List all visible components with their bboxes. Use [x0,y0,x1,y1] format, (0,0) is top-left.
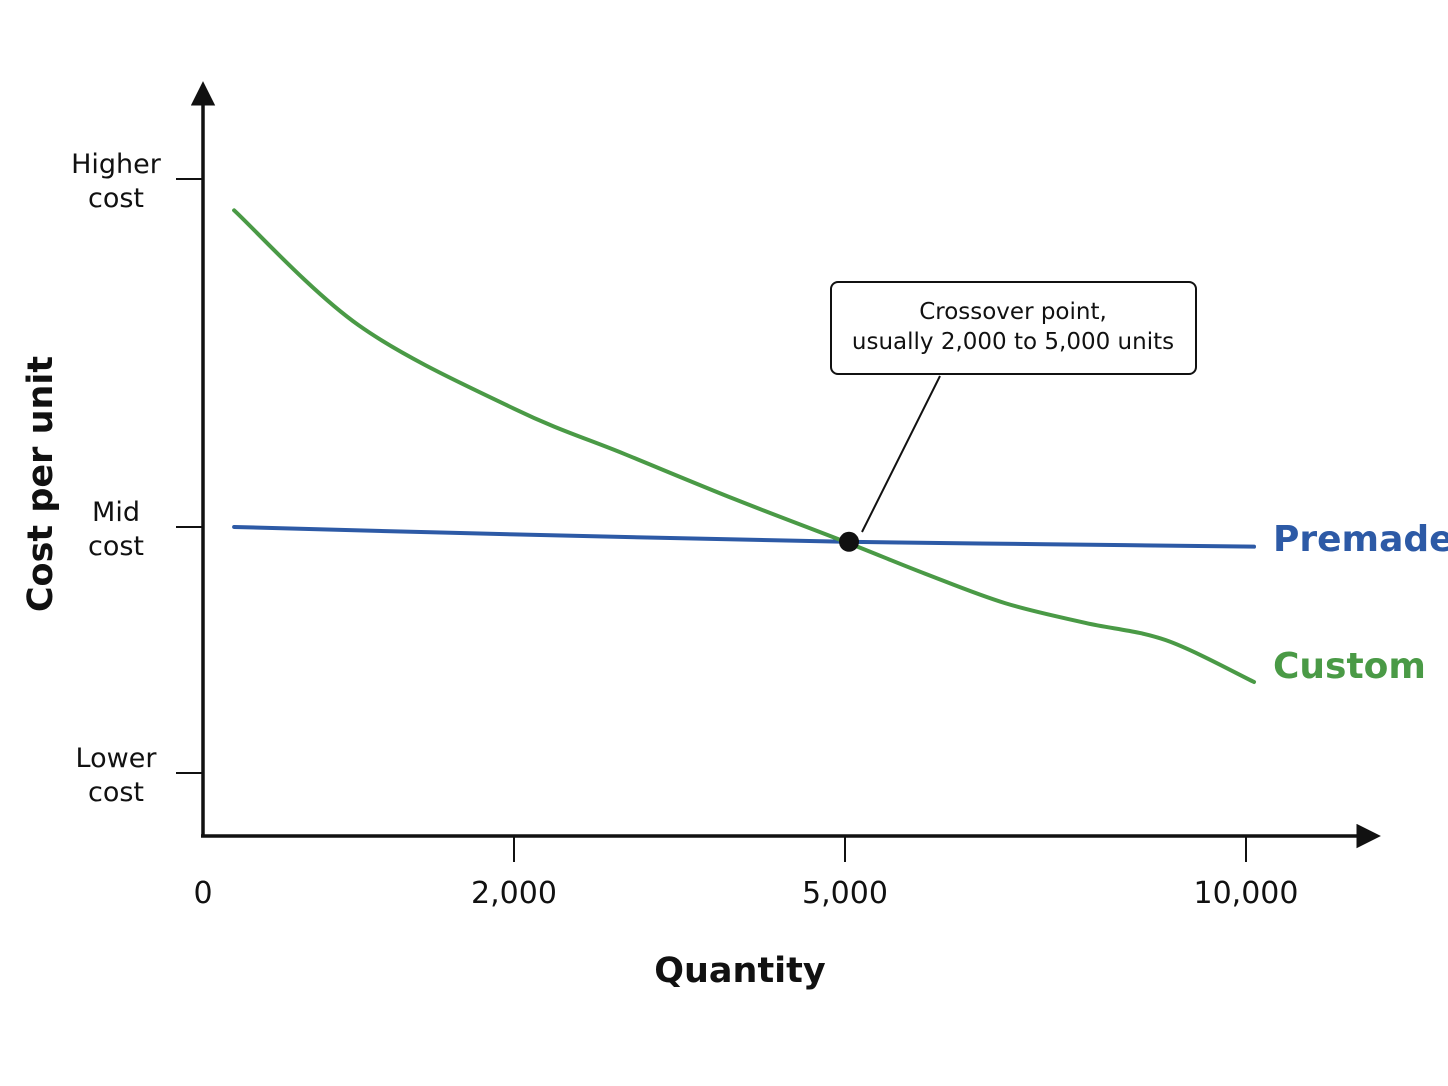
y-tick-label: Lower cost [76,743,158,808]
x-tick-label: 5,000 [802,876,888,911]
callout-line-1: Crossover point, [919,299,1107,325]
series-label-premade: Premade [1273,519,1448,560]
x-tick-group: 0 2,000 5,000 10,000 [193,836,1298,911]
y-tick-label: Mid cost [88,497,144,562]
x-tick-label: 0 [193,876,212,911]
crossover-point-marker [839,531,860,552]
callout-leader-line [861,375,941,533]
series-group [232,208,1257,684]
callout-line-2: usually 2,000 to 5,000 units [852,329,1174,355]
series-line-custom [232,208,1257,684]
x-tick-label: 10,000 [1194,876,1299,911]
callout-box [830,281,1197,375]
y-axis-title: Cost per unit [21,356,61,612]
x-tick-label: 2,000 [471,876,557,911]
series-label-custom: Custom [1273,646,1426,687]
x-axis-title: Quantity [654,951,826,991]
y-tick-group: Higher cost Mid cost Lower cost [71,149,203,808]
crossover-callout: Crossover point, usually 2,000 to 5,000 … [830,281,1197,533]
y-tick-label: Higher cost [71,149,162,214]
series-line-premade [232,525,1257,549]
